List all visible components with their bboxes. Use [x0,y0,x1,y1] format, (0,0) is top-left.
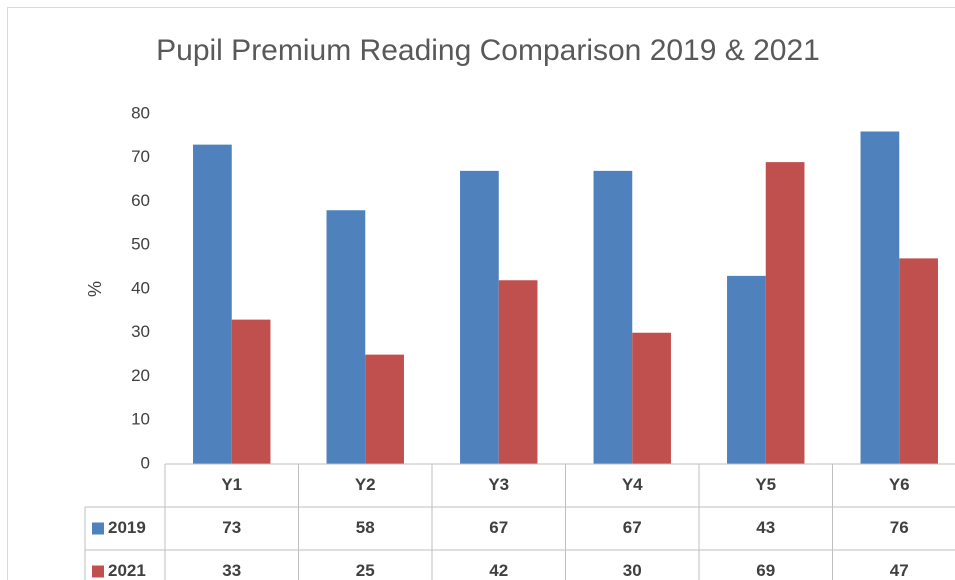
legend-label: 2019 [108,518,146,537]
legend-key [92,522,104,535]
y-tick-label: 30 [131,322,150,341]
bar [899,258,938,464]
y-tick-label: 40 [131,278,150,297]
legend-label: 2021 [108,561,146,580]
table-value: 33 [222,561,241,580]
y-tick-label: 0 [141,453,150,472]
x-tick-label: Y1 [221,475,242,494]
bar [460,170,499,464]
x-tick-label: Y6 [889,475,910,494]
y-tick-label: 80 [131,103,150,122]
bar [765,162,805,464]
bar [632,332,671,464]
table-value: 58 [356,518,375,537]
bar [193,144,232,464]
table-value: 76 [890,518,909,537]
y-tick-label: 70 [131,147,150,166]
bar [498,280,538,464]
y-tick-label: 50 [131,235,150,254]
bar [231,319,271,464]
legend-key [92,565,104,578]
bar [365,354,404,464]
y-tick-label: 60 [131,191,150,210]
table-value: 67 [489,518,508,537]
table-value: 42 [489,561,508,580]
table-value: 47 [890,561,909,580]
y-axis-label: % [85,281,105,297]
table-value: 69 [756,561,775,580]
chart-title: Pupil Premium Reading Comparison 2019 & … [156,34,820,67]
table-value: 67 [623,518,642,537]
bar [727,275,766,464]
x-tick-label: Y2 [355,475,376,494]
y-tick-label: 20 [131,366,150,385]
table-value: 30 [623,561,642,580]
table-value: 73 [222,518,241,537]
x-tick-label: Y5 [755,475,776,494]
bar [326,210,366,464]
table-value: 43 [756,518,775,537]
x-tick-label: Y4 [622,475,643,494]
bar [593,170,633,464]
y-tick-label: 10 [131,410,150,429]
x-tick-label: Y3 [488,475,509,494]
table-value: 25 [356,561,375,580]
bar [860,131,900,464]
